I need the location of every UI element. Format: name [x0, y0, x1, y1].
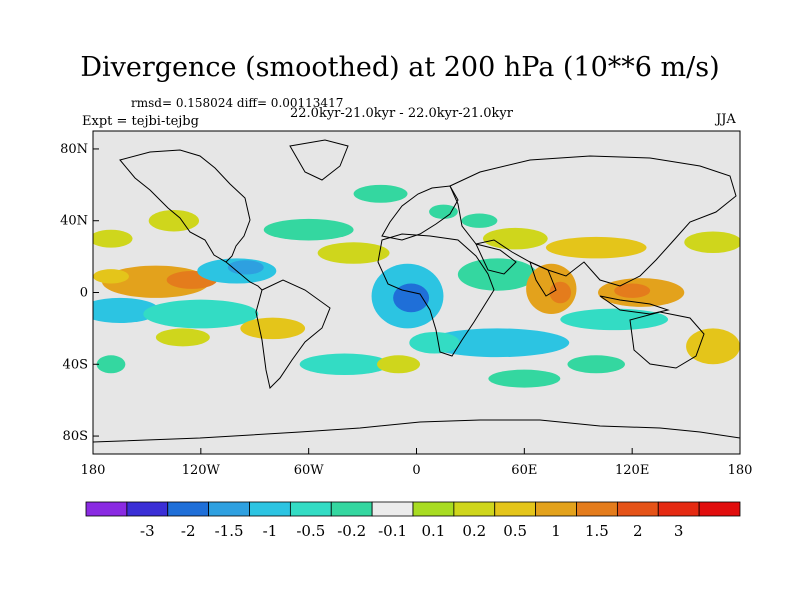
x-tick-label: 120W: [182, 463, 221, 478]
colorbar-label: 0.1: [422, 522, 446, 540]
colorbar-swatch: [167, 501, 210, 517]
coastline-north-america: [119, 149, 251, 263]
x-tick-label: 180: [728, 463, 753, 478]
anomaly-region: [545, 236, 647, 259]
x-tick-label: 60E: [511, 463, 537, 478]
anomaly-region: [353, 184, 408, 203]
colorbar-swatch: [85, 501, 128, 517]
colorbar-swatch: [371, 501, 414, 517]
anomaly-region: [393, 283, 430, 313]
colorbar-swatch: [249, 501, 291, 517]
colorbar-label: 0.5: [503, 522, 527, 540]
anomaly-region: [457, 258, 537, 291]
colorbar-swatch: [208, 501, 250, 517]
anomaly-region: [93, 229, 133, 248]
coastline-south-america: [255, 279, 331, 389]
anomaly-region: [684, 231, 740, 254]
colorbar-label: 0.2: [462, 522, 486, 540]
anomaly-region: [93, 297, 160, 324]
coastline-india: [529, 261, 557, 297]
colorbar-label: -0.1: [378, 522, 407, 540]
y-tick-label: 0: [80, 286, 88, 301]
coastline-greenland: [289, 139, 349, 181]
anomaly-field: [93, 184, 740, 388]
anomaly-region: [376, 355, 421, 374]
anomaly-region: [461, 213, 498, 228]
anomaly-region: [686, 328, 740, 365]
rmsd-diff-stats: rmsd= 0.158024 diff= 0.00113417: [131, 96, 344, 110]
colorbar-label: -3: [140, 522, 155, 540]
y-tick-label: 40N: [60, 214, 88, 229]
colorbar-label: 2: [633, 522, 643, 540]
colorbar-swatch: [126, 501, 169, 517]
anomaly-region: [317, 242, 390, 264]
colorbar-label: -0.5: [296, 522, 325, 540]
coastlines: [93, 139, 740, 443]
colorbar-swatch: [412, 501, 455, 517]
anomaly-region: [425, 328, 570, 358]
coastline-arabia: [475, 243, 517, 275]
anomaly-region: [429, 204, 458, 219]
anomaly-region: [567, 355, 625, 374]
coastline-asia: [449, 155, 737, 287]
colorbar-label: -2: [181, 522, 196, 540]
coastline-australia: [629, 311, 705, 369]
anomaly-region: [263, 218, 354, 241]
colorbar-swatch: [698, 501, 741, 517]
colorbar-label: -0.2: [337, 522, 366, 540]
coastline-africa: [377, 233, 495, 357]
anomaly-region: [560, 308, 669, 331]
coastline-antarctica: [93, 419, 740, 443]
coastline-indonesia: [599, 295, 670, 315]
anomaly-region: [143, 299, 259, 329]
x-tick-label: 120E: [615, 463, 649, 478]
colorbar: -3 -2 -1.5 -1 -0.5 -0.2 -0.1 0.1 0.2 0.5 1 1.5 2 3: [85, 501, 741, 540]
colorbar-label: -1: [263, 522, 278, 540]
time-period-label: 22.0kyr-21.0kyr - 22.0kyr-21.0kyr: [290, 106, 513, 121]
x-axis: 180 120W 60W 0 60E 120E 180: [81, 448, 753, 478]
x-tick-label: 180: [81, 463, 106, 478]
colorbar-swatch: [657, 501, 700, 517]
colorbar-label: 1: [551, 522, 561, 540]
colorbar-label: -1.5: [215, 522, 244, 540]
colorbar-swatch: [453, 501, 496, 517]
y-tick-label: 80S: [63, 429, 88, 444]
y-axis: 80N 40N 0 40S 80S: [60, 142, 99, 444]
anomaly-region: [148, 209, 200, 232]
season-label: JJA: [716, 112, 736, 127]
anomaly-region: [409, 331, 460, 354]
anomaly-region: [482, 227, 548, 250]
plot-title: Divergence (smoothed) at 200 hPa (10**6 …: [80, 52, 720, 83]
colorbar-swatch: [616, 501, 659, 517]
x-tick-label: 60W: [294, 463, 325, 478]
anomaly-region: [614, 283, 651, 298]
colorbar-label: 3: [674, 522, 684, 540]
anomaly-region: [240, 317, 306, 340]
anomaly-region: [299, 353, 390, 376]
experiment-label: Expt = tejbi-tejbg: [82, 114, 199, 129]
anomaly-region: [488, 369, 561, 388]
colorbar-swatch: [330, 501, 373, 517]
colorbar-swatch: [289, 501, 332, 517]
anomaly-region: [93, 269, 129, 284]
y-tick-label: 80N: [60, 142, 88, 157]
colorbar-swatch: [576, 501, 618, 517]
anomaly-region: [96, 355, 126, 374]
coastline-central-america: [225, 261, 263, 291]
colorbar-swatch: [535, 501, 577, 517]
anomaly-region: [155, 328, 210, 347]
x-tick-label: 0: [412, 463, 420, 478]
y-tick-label: 40S: [63, 357, 88, 372]
colorbar-label: 1.5: [585, 522, 609, 540]
colorbar-swatch: [494, 501, 537, 517]
